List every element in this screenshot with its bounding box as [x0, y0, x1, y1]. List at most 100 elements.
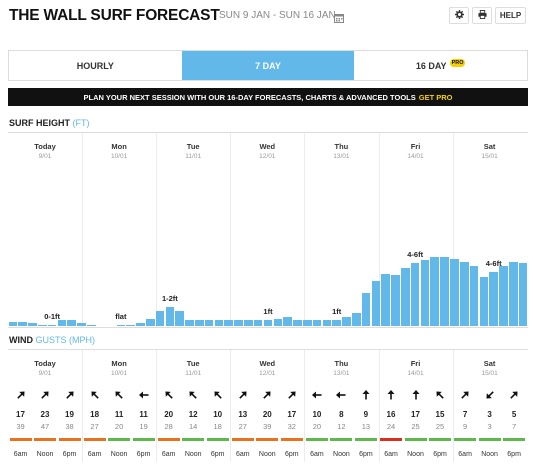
wind-speed: 17	[411, 410, 420, 419]
tab-7-day[interactable]: 7 DAY	[181, 51, 355, 80]
surf-bar	[381, 273, 391, 326]
wind-arrow-icon	[163, 389, 175, 401]
surf-range-label: 1ft	[263, 307, 273, 316]
gear-icon	[454, 10, 464, 21]
surf-bar	[518, 263, 528, 326]
day-header: Fri 14/01	[379, 142, 453, 160]
day-divider	[82, 133, 84, 327]
print-button[interactable]	[472, 7, 492, 24]
wind-gust: 39	[263, 422, 272, 431]
surf-bar	[430, 257, 440, 326]
surf-bar	[195, 320, 204, 326]
time-label: 6pm	[359, 451, 373, 458]
time-label: 6pm	[507, 451, 521, 458]
day-header: Mon 10/01	[82, 142, 156, 160]
wind-speed: 7	[462, 410, 468, 419]
wind-speed: 23	[40, 410, 50, 419]
wind-gust: 19	[139, 422, 148, 431]
wind-gust: 3	[487, 422, 492, 431]
wind-arrow-icon	[484, 389, 496, 401]
surf-bar	[283, 317, 292, 326]
surf-bar	[401, 267, 410, 326]
tab-16-day[interactable]: 16 DAY PRO	[354, 51, 527, 80]
wind-gust: 9	[463, 422, 468, 431]
surf-bar	[342, 317, 351, 326]
wind-gust: 47	[40, 422, 50, 431]
day-header: Today 9/01	[8, 142, 82, 160]
get-pro-link[interactable]: GET PRO	[418, 92, 453, 102]
divider	[8, 132, 528, 133]
day-name: Thu	[334, 359, 349, 368]
day-divider	[82, 350, 84, 462]
day-header: Thu 13/01	[304, 142, 378, 160]
wind-arrow-icon	[89, 389, 101, 401]
day-header: Sat 15/01	[453, 142, 527, 160]
wind-speed: 17	[16, 410, 25, 419]
surf-bar	[351, 312, 361, 326]
wind-arrow-icon	[15, 389, 27, 401]
printer-icon	[477, 10, 487, 21]
wind-gust: 12	[337, 422, 346, 431]
divider	[8, 349, 528, 350]
wind-gust: 18	[213, 422, 222, 431]
wind-gust: 32	[287, 422, 296, 431]
wind-gust: 38	[65, 422, 74, 431]
surf-range-label: 4-6ft	[407, 250, 424, 259]
wind-condition-bar	[108, 438, 131, 441]
day-name: Sat	[483, 359, 496, 368]
time-label: 6pm	[136, 451, 151, 458]
help-button[interactable]: HELP	[495, 7, 526, 24]
time-label: 6am	[87, 451, 102, 458]
day-date: 11/01	[185, 370, 202, 377]
surf-bar	[459, 261, 469, 326]
wind-heading: WIND GUSTS (MPH)	[9, 335, 95, 345]
day-date: 10/01	[110, 370, 128, 377]
page-title: THE WALL SURF FORECAST	[9, 7, 220, 24]
day-name: Fri	[410, 359, 421, 368]
time-label: 6pm	[284, 451, 299, 458]
wind-arrow-icon	[113, 389, 125, 401]
surf-bar	[371, 281, 381, 326]
day-header: Fri 14/01	[379, 359, 453, 377]
surf-range-label: 1-2ft	[161, 293, 178, 303]
wind-condition-bar	[503, 438, 526, 441]
wind-condition-bar	[429, 438, 451, 441]
day-name: Tue	[186, 142, 200, 151]
surf-bar	[410, 263, 420, 326]
surf-bar	[391, 275, 400, 326]
wind-condition-bar	[256, 438, 279, 441]
wind-arrow-icon	[187, 389, 199, 401]
wind-speed: 19	[65, 410, 74, 419]
day-divider	[378, 133, 380, 327]
day-date: 15/01	[481, 370, 498, 377]
surf-bar	[204, 320, 214, 326]
day-date: 14/01	[407, 370, 424, 377]
day-divider	[304, 133, 306, 327]
upgrade-banner[interactable]: PLAN YOUR NEXT SESSION WITH OUR 16-DAY F…	[8, 88, 528, 106]
surf-bar	[253, 320, 263, 326]
day-divider	[304, 350, 306, 462]
day-name: Wed	[259, 359, 276, 368]
wind-speed: 10	[213, 410, 223, 419]
wind-condition-bar	[58, 438, 81, 441]
wind-arrow-icon	[64, 389, 76, 401]
surf-bar	[136, 323, 145, 326]
settings-button[interactable]	[449, 7, 469, 24]
surf-bar	[87, 325, 96, 326]
day-date: 9/01	[38, 153, 52, 160]
time-label: Noon	[36, 451, 54, 458]
calendar-icon[interactable]	[334, 10, 344, 23]
wind-unit: GUSTS (MPH)	[35, 335, 96, 345]
surf-bar	[155, 311, 165, 326]
time-label: 6am	[384, 451, 398, 458]
wind-speed: 11	[139, 410, 148, 419]
wind-speed: 20	[164, 410, 174, 419]
time-label: 6am	[161, 451, 176, 458]
surf-bar	[263, 320, 273, 326]
day-divider	[378, 350, 380, 462]
surf-bar	[116, 325, 126, 326]
wind-arrow-icon	[360, 389, 372, 401]
wind-speed: 8	[339, 410, 344, 419]
tab-hourly[interactable]: HOURLY	[9, 51, 182, 80]
surf-bar	[293, 320, 302, 326]
